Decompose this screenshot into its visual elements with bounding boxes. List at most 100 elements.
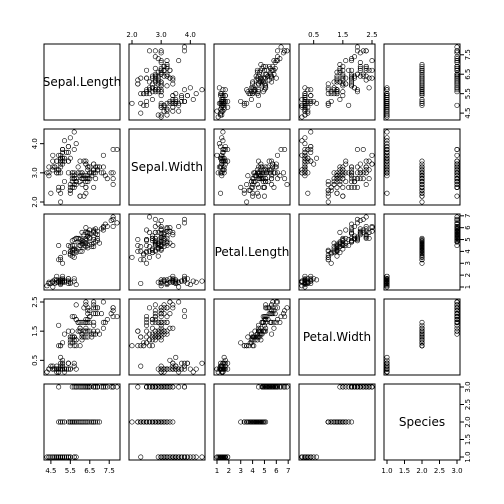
data-point xyxy=(199,278,205,284)
data-point xyxy=(270,384,276,390)
data-point xyxy=(419,170,425,176)
data-point xyxy=(184,454,190,460)
data-point xyxy=(261,322,267,328)
data-point xyxy=(369,161,375,167)
data-point xyxy=(454,322,460,328)
data-point xyxy=(167,225,173,231)
data-point xyxy=(104,316,110,322)
data-point xyxy=(75,170,81,176)
x-tick-label: 6 xyxy=(274,467,279,475)
data-point xyxy=(104,223,110,229)
data-point xyxy=(340,419,346,425)
data-point xyxy=(91,305,97,311)
data-point xyxy=(260,384,266,390)
data-point xyxy=(79,331,85,337)
data-point xyxy=(81,176,87,182)
data-point xyxy=(129,100,135,106)
data-point xyxy=(314,454,320,460)
data-point xyxy=(77,343,83,349)
data-point xyxy=(419,182,425,188)
data-point xyxy=(238,419,244,425)
data-point xyxy=(349,71,355,77)
data-point xyxy=(149,331,155,337)
data-point xyxy=(135,419,141,425)
data-point xyxy=(158,322,164,328)
data-point xyxy=(302,161,308,167)
panel-petal-length-vs-petal-width xyxy=(298,213,376,291)
data-point xyxy=(176,454,182,460)
data-point xyxy=(419,240,425,246)
data-point xyxy=(257,331,263,337)
data-point xyxy=(419,81,425,87)
data-point xyxy=(454,77,460,83)
data-point xyxy=(419,322,425,328)
data-point xyxy=(71,184,77,190)
data-point xyxy=(337,97,343,103)
data-point xyxy=(337,182,343,188)
data-point xyxy=(357,67,363,73)
data-point xyxy=(67,454,73,460)
data-point xyxy=(83,328,89,334)
data-point xyxy=(79,319,85,325)
data-point xyxy=(363,65,369,71)
data-point xyxy=(225,98,231,104)
panel-sepal-width-vs-petal-length xyxy=(213,128,291,206)
x-tick-label: 1.5 xyxy=(337,31,348,39)
data-point xyxy=(419,61,425,67)
data-point xyxy=(302,158,308,164)
data-point xyxy=(46,366,52,372)
data-point xyxy=(71,363,77,369)
data-point xyxy=(349,81,355,87)
data-point xyxy=(454,44,460,50)
data-point xyxy=(214,454,220,460)
data-point xyxy=(149,246,155,252)
y-tick-label: 7.5 xyxy=(464,49,472,60)
data-point xyxy=(305,87,311,93)
data-point xyxy=(144,87,150,93)
data-point xyxy=(220,155,226,161)
panel-species-vs-sepal-length xyxy=(43,383,121,461)
data-point xyxy=(384,277,390,283)
data-point xyxy=(325,102,331,108)
data-point xyxy=(155,334,161,340)
data-point xyxy=(93,384,99,390)
data-point xyxy=(454,56,460,62)
data-point xyxy=(366,158,372,164)
data-point xyxy=(284,182,290,188)
data-point xyxy=(269,167,275,173)
data-point xyxy=(325,254,331,260)
data-point xyxy=(275,176,281,182)
data-point xyxy=(164,63,170,69)
data-point xyxy=(308,147,314,153)
data-point xyxy=(164,83,170,89)
data-point xyxy=(67,184,73,190)
y-tick-label: 4.5 xyxy=(464,108,472,119)
data-point xyxy=(158,67,164,73)
data-point xyxy=(161,366,167,372)
data-point xyxy=(170,419,176,425)
data-point xyxy=(161,104,167,110)
data-point xyxy=(384,279,390,285)
data-point xyxy=(152,384,158,390)
data-point xyxy=(419,184,425,190)
data-point xyxy=(114,147,120,153)
data-point xyxy=(363,214,369,220)
data-point xyxy=(158,337,164,343)
data-point xyxy=(54,363,60,369)
data-point xyxy=(302,155,308,161)
data-point xyxy=(384,173,390,179)
data-point xyxy=(161,235,167,241)
panel-frame xyxy=(128,43,206,121)
data-point xyxy=(158,283,164,289)
data-point xyxy=(75,235,81,241)
data-point xyxy=(218,164,224,170)
data-point xyxy=(331,179,337,185)
data-point xyxy=(241,190,247,196)
data-point xyxy=(419,77,425,83)
data-point xyxy=(346,184,352,190)
y-tick-label: 4.0 xyxy=(31,138,39,149)
data-point xyxy=(366,85,372,91)
data-point xyxy=(155,221,161,227)
data-point xyxy=(182,363,188,369)
panel-frame xyxy=(383,213,461,291)
